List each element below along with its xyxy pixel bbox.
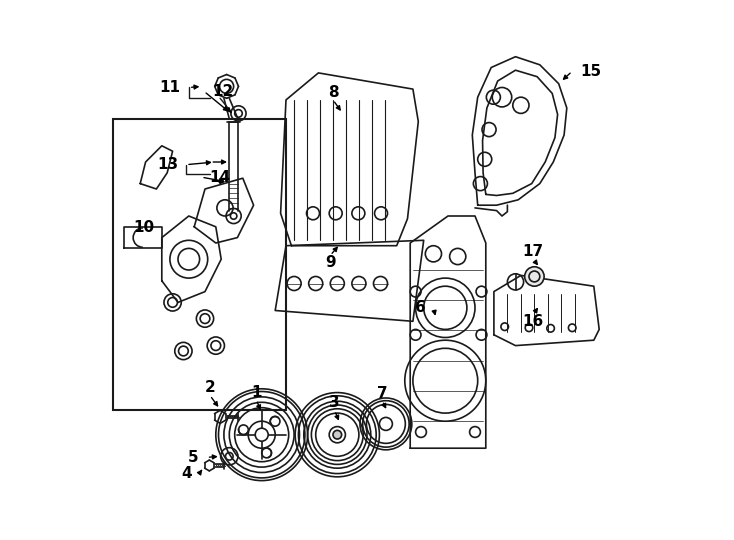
Circle shape <box>333 430 341 439</box>
Text: 8: 8 <box>327 85 338 100</box>
Text: 5: 5 <box>188 450 198 465</box>
Text: 11: 11 <box>160 80 181 95</box>
Text: 1: 1 <box>251 384 261 400</box>
Text: 12: 12 <box>212 84 233 99</box>
Text: 10: 10 <box>134 220 155 235</box>
Text: 13: 13 <box>157 157 178 172</box>
Text: 7: 7 <box>377 386 388 401</box>
Text: 14: 14 <box>209 170 230 185</box>
Circle shape <box>525 267 544 286</box>
Text: 6: 6 <box>415 300 425 315</box>
FancyBboxPatch shape <box>113 119 286 410</box>
Text: 15: 15 <box>581 64 601 79</box>
Text: 9: 9 <box>325 255 335 271</box>
Text: 16: 16 <box>523 314 544 329</box>
Text: 3: 3 <box>330 395 340 410</box>
Text: 4: 4 <box>181 465 192 481</box>
Text: 2: 2 <box>205 380 215 395</box>
Text: 17: 17 <box>523 244 544 259</box>
